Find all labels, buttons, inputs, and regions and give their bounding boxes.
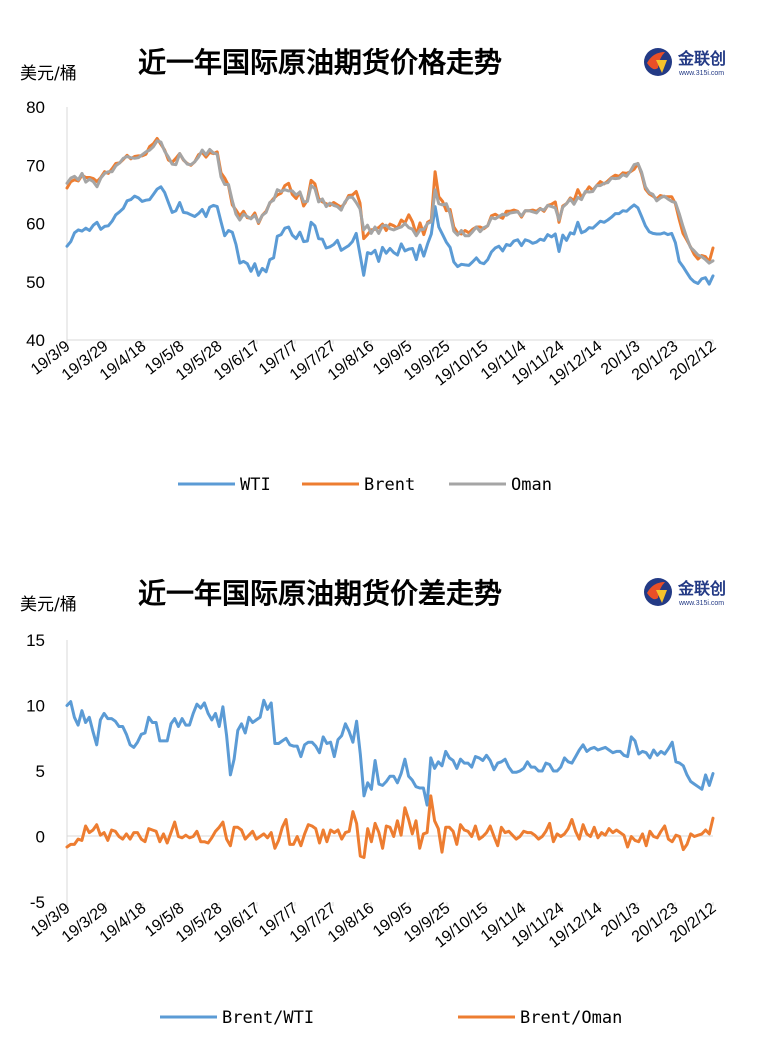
y-tick-label: -5	[30, 893, 45, 912]
series-line-brent-wti	[65, 698, 715, 807]
price-chart: 美元/桶 近一年国际原油期货价格走势 金联创 www.315i.com 40 50…	[20, 46, 726, 495]
y-tick-label: 10	[26, 697, 45, 716]
spread-legend: Brent/WTI Brent/Oman	[160, 1008, 622, 1028]
logo-url: www.315i.com	[678, 600, 724, 607]
legend-label-wti: WTI	[240, 475, 271, 495]
series-line-oman	[65, 139, 715, 265]
logo: 金联创 www.315i.com	[644, 48, 726, 77]
legend-item-brent-wti: Brent/WTI	[160, 1008, 314, 1028]
spread-y-ticks: -5 0 5 10 15	[26, 631, 45, 912]
spread-chart: 美元/桶 近一年国际原油期货价差走势 金联创 www.315i.com -5 0 5…	[20, 577, 726, 1028]
spread-x-ticks: 19/3/919/3/2919/4/1819/5/819/5/2819/6/17…	[28, 900, 720, 952]
series-line-brent	[65, 137, 715, 264]
y-tick-label: 0	[36, 828, 45, 847]
legend-label-brent: Brent	[364, 475, 415, 495]
price-series	[65, 137, 715, 286]
legend-label-oman: Oman	[511, 475, 552, 495]
spread-chart-title: 近一年国际原油期货价差走势	[138, 577, 502, 610]
logo-name: 金联创	[677, 49, 726, 68]
logo-icon	[644, 48, 672, 76]
y-tick-label: 60	[26, 215, 45, 234]
y-tick-label: 5	[36, 762, 45, 781]
spread-chart-unit: 美元/桶	[20, 595, 77, 615]
y-tick-label: 40	[26, 331, 45, 350]
logo-name: 金联创	[677, 579, 726, 598]
legend-label-brent-wti: Brent/WTI	[222, 1008, 314, 1028]
logo-url: www.315i.com	[678, 70, 724, 77]
y-tick-label: 70	[26, 156, 45, 175]
legend-item-brent-oman: Brent/Oman	[458, 1008, 622, 1028]
y-tick-label: 80	[26, 98, 45, 117]
logo: 金联创 www.315i.com	[644, 578, 726, 607]
legend-item-wti: WTI	[178, 475, 271, 495]
legend-item-oman: Oman	[449, 475, 552, 495]
price-legend: WTI Brent Oman	[178, 475, 552, 495]
series-line-wti	[65, 185, 715, 286]
logo-icon	[644, 578, 672, 606]
price-x-ticks: 19/3/919/3/2919/4/1819/5/819/5/2819/6/17…	[28, 338, 720, 390]
legend-label-brent-oman: Brent/Oman	[520, 1008, 622, 1028]
series-line-brent-oman	[65, 794, 715, 859]
y-tick-label: 15	[26, 631, 45, 650]
y-tick-label: 50	[26, 273, 45, 292]
spread-series	[65, 698, 715, 859]
price-chart-title: 近一年国际原油期货价格走势	[138, 46, 502, 79]
price-chart-unit: 美元/桶	[20, 64, 77, 84]
price-y-ticks: 40 50 60 70 80	[26, 98, 45, 350]
legend-item-brent: Brent	[302, 475, 415, 495]
